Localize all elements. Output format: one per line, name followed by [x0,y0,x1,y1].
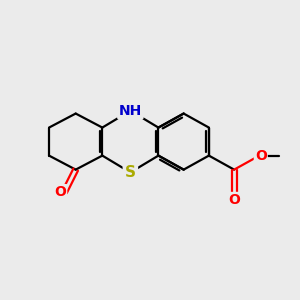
Text: O: O [228,193,240,207]
Text: O: O [255,148,267,163]
Text: NH: NH [119,104,142,118]
Text: S: S [125,165,136,180]
Text: O: O [54,185,66,199]
